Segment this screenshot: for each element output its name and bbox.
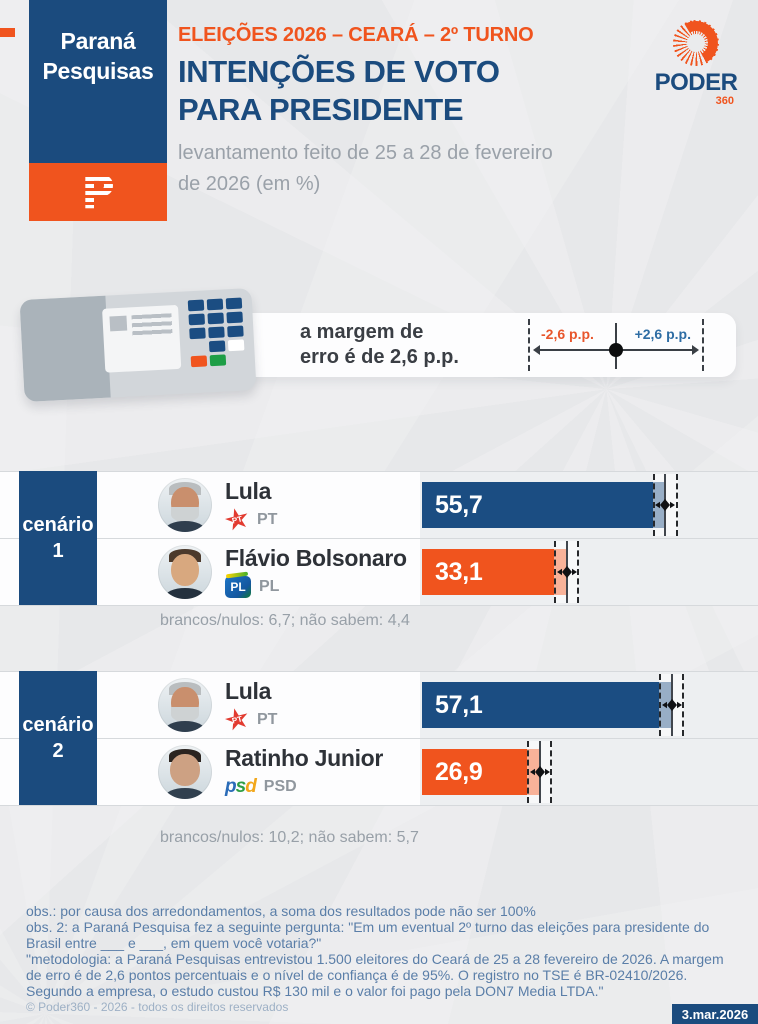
- methodology-note: "metodologia: a Paraná Pesquisas entrevi…: [26, 951, 724, 999]
- scenario-1-label: cenário 1: [19, 471, 97, 605]
- candidate-photo-lula: [158, 478, 212, 532]
- publication-date-badge: 3.mar.2026: [672, 1004, 758, 1024]
- candidate-row: Ratinho Junior psd PSD 26,9: [0, 738, 758, 805]
- pl-badge-icon: PL: [225, 575, 251, 598]
- margin-of-error-diagram: -2,6 p.p. +2,6 p.p.: [528, 317, 704, 373]
- subtitle-line2: de 2026 (em %): [178, 173, 321, 195]
- candidate-row: Flávio Bolsonaro PL PL 33,1: [0, 538, 758, 605]
- poder-wordmark: PODER: [654, 69, 738, 96]
- scenario-2-label: cenário 2: [19, 671, 97, 805]
- moe-text-line2: erro é de 2,6 p.p.: [300, 346, 459, 368]
- parana-pesquisas-logo: Paraná Pesquisas P: [29, 0, 167, 221]
- pt-star-icon: PT: [223, 705, 252, 733]
- result-bar: 55,7: [422, 482, 666, 528]
- scenario-2-section: Lula PT PT 57,1: [0, 671, 758, 806]
- poder360-sunburst-icon: [673, 20, 719, 66]
- moe-dot-icon: [609, 343, 623, 357]
- title-line2: PARA PRESIDENTE: [178, 92, 464, 127]
- voting-machine-screen: [102, 304, 182, 373]
- party-abbr: PT: [257, 510, 278, 528]
- header-text-block: ELEIÇÕES 2026 – CEARÁ – 2º TURNO INTENÇÕ…: [178, 24, 648, 200]
- bar-value-label: 55,7: [435, 490, 483, 519]
- moe-marker-icon: [655, 499, 676, 511]
- poder360-logo: PODER 360: [650, 20, 742, 107]
- candidate-name: Lula: [225, 677, 272, 704]
- observations-block: obs.: por causa dos arredondamentos, a s…: [26, 903, 738, 999]
- brand-line1: Paraná: [60, 28, 136, 54]
- candidate-name: Lula: [225, 477, 272, 504]
- candidate-photo-ratinho-junior: [158, 745, 212, 799]
- moe-marker-icon: [556, 566, 577, 578]
- brand-line2: Pesquisas: [42, 58, 154, 84]
- moe-minus-label: -2,6 p.p.: [541, 326, 594, 342]
- margin-of-error-text: a margem de erro é de 2,6 p.p.: [300, 320, 459, 370]
- page-title: INTENÇÕES DE VOTO PARA PRESIDENTE: [178, 53, 648, 129]
- margin-of-error-band: [652, 474, 678, 536]
- candidate-row: Lula PT PT 57,1: [0, 671, 758, 738]
- title-line1: INTENÇÕES DE VOTO: [178, 54, 500, 89]
- margin-of-error-panel: a margem de erro é de 2,6 p.p. -2,6 p.p.…: [228, 313, 736, 377]
- voting-machine-icon: [19, 287, 257, 403]
- party-abbr: PL: [259, 577, 280, 595]
- moe-text-line1: a margem de: [300, 321, 424, 343]
- brand-name-box: Paraná Pesquisas: [29, 0, 167, 163]
- bar-value-label: 26,9: [435, 757, 483, 786]
- kicker: ELEIÇÕES 2026 – CEARÁ – 2º TURNO: [178, 24, 534, 46]
- scenario-1-section: Lula PT PT 55,7: [0, 471, 758, 606]
- party-abbr: PT: [257, 710, 278, 728]
- candidate-name: Flávio Bolsonaro: [225, 544, 407, 571]
- pt-star-icon: PT: [223, 505, 252, 533]
- moe-right-dashed-line: [702, 319, 704, 371]
- scenario-1-footnote: brancos/nulos: 6,7; não sabem: 4,4: [160, 612, 410, 629]
- margin-of-error-band: [554, 541, 580, 603]
- candidate-name: Ratinho Junior: [225, 744, 384, 771]
- copyright-text: © Poder360 - 2026 - todos os direitos re…: [26, 1000, 289, 1014]
- margin-of-error-band: [659, 674, 684, 736]
- obs-2: obs. 2: a Paraná Pesquisa fez a seguinte…: [26, 919, 710, 951]
- result-bar: 33,1: [422, 549, 567, 595]
- scenario-2-footnote: brancos/nulos: 10,2; não sabem: 5,7: [160, 829, 419, 846]
- party-abbr: PSD: [263, 777, 297, 795]
- accent-tab: [0, 28, 15, 37]
- subtitle: levantamento feito de 25 a 28 de feverei…: [178, 138, 648, 200]
- moe-marker-icon: [529, 766, 550, 778]
- candidate-photo-flavio-bolsonaro: [158, 545, 212, 599]
- brand-logo-box: P: [29, 163, 167, 221]
- obs-1: obs.: por causa dos arredondamentos, a s…: [26, 903, 536, 919]
- candidate-row: Lula PT PT 55,7: [0, 471, 758, 538]
- psd-logo-icon: psd: [225, 776, 257, 797]
- striped-p-logo-icon: P: [81, 165, 115, 219]
- bar-value-label: 57,1: [435, 690, 483, 719]
- voting-machine-keypad: [187, 297, 248, 382]
- bar-value-label: 33,1: [435, 557, 483, 586]
- result-bar: 26,9: [422, 749, 540, 795]
- moe-left-dashed-line: [528, 319, 530, 371]
- subtitle-line1: levantamento feito de 25 a 28 de feverei…: [178, 142, 553, 164]
- margin-of-error-band: [527, 741, 553, 803]
- result-bar: 57,1: [422, 682, 672, 728]
- poder-360-label: 360: [715, 95, 734, 107]
- moe-marker-icon: [661, 699, 682, 711]
- candidate-photo-lula: [158, 678, 212, 732]
- moe-plus-label: +2,6 p.p.: [634, 326, 691, 342]
